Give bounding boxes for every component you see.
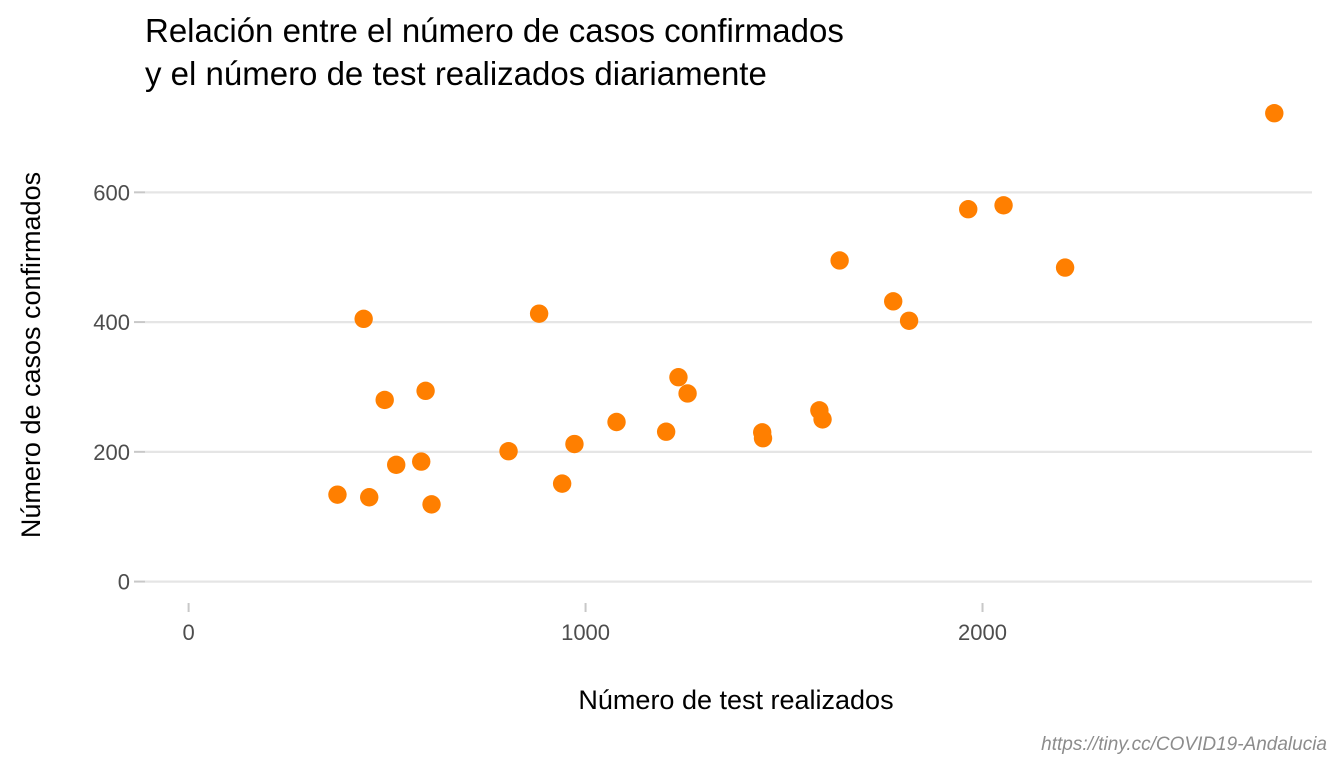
data-point [375, 390, 394, 410]
data-point [959, 200, 978, 219]
chart-title-line-1: Relación entre el número de casos confir… [145, 12, 844, 49]
data-point [607, 412, 626, 432]
data-point [360, 488, 379, 507]
data-point [753, 429, 773, 448]
y-tick-label: 200 [93, 440, 130, 465]
data-point [678, 384, 697, 403]
x-tick-label: 0 [182, 620, 194, 645]
data-point [552, 474, 572, 493]
x-axis-title: Número de test realizados [578, 685, 893, 715]
data-point [899, 311, 919, 330]
y-tick-label: 600 [93, 180, 130, 205]
data-point [529, 304, 549, 323]
data-point [354, 309, 373, 329]
data-point [994, 196, 1013, 215]
data-point [1055, 258, 1075, 277]
y-axis-title: Número de casos confirmados [16, 172, 46, 538]
y-tick-label: 0 [118, 570, 130, 595]
data-point [328, 485, 347, 504]
tick-layer: 0 200 400 600 0 1000 2000 [93, 180, 1007, 645]
data-point [387, 455, 406, 475]
data-point [656, 422, 676, 441]
x-tick-label: 2000 [958, 620, 1007, 645]
chart-title-line-2: y el número de test realizados diariamen… [145, 55, 767, 92]
data-point [813, 410, 832, 429]
point-layer [328, 103, 1284, 514]
source-caption: https://tiny.cc/COVID19-Andalucia [1041, 734, 1327, 755]
data-point [884, 292, 903, 311]
data-point [565, 434, 584, 454]
data-point [669, 368, 688, 387]
data-point [422, 495, 441, 514]
data-point [499, 441, 518, 461]
data-point [830, 251, 849, 270]
grid-layer [145, 191, 1312, 583]
data-point [412, 452, 431, 471]
y-tick-label: 400 [93, 310, 130, 335]
data-point [1265, 103, 1284, 123]
x-tick-label: 1000 [561, 620, 610, 645]
data-point [416, 381, 435, 401]
